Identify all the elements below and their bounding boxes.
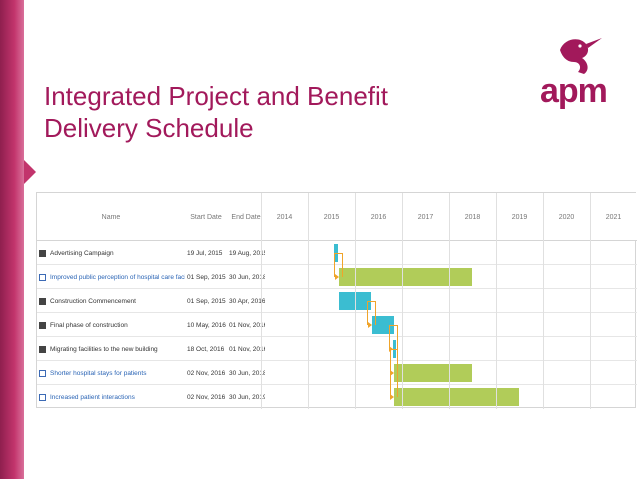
- row-name-text: Final phase of construction: [50, 321, 128, 329]
- strip-arrow-icon: [24, 160, 36, 184]
- left-decorative-strip: [0, 0, 24, 479]
- row-start-date: 01 Sep, 2015: [187, 273, 226, 281]
- row-end-date: 19 Aug, 2015: [229, 249, 265, 257]
- gantt-header: Name Start Date End Date 2014 2015 2016 201…: [37, 193, 637, 241]
- year-gridline: [402, 193, 403, 409]
- title-line-2: Delivery Schedule: [44, 113, 254, 143]
- header-start-date[interactable]: Start Date: [190, 213, 222, 221]
- task-bar[interactable]: [339, 292, 371, 310]
- benefit-bar[interactable]: [394, 388, 520, 406]
- calendar-icon: [39, 321, 46, 329]
- row-name-text: Shorter hospital stays for patients: [50, 369, 147, 377]
- connector-arrow-icon: [390, 394, 395, 400]
- benefit-icon: [39, 369, 46, 377]
- row-name-text: Increased patient interactions: [50, 393, 135, 401]
- row-start-date: 02 Nov, 2016: [187, 393, 226, 401]
- row-name-text: Improved public perception of hospital c…: [50, 273, 185, 281]
- dependency-connector: [333, 253, 344, 277]
- dependency-connector: [390, 349, 399, 397]
- row-end-date: 30 Apr, 2016: [229, 297, 265, 305]
- gantt-row[interactable]: Migrating facilities to the new building…: [37, 337, 637, 361]
- connector-arrow-icon: [335, 274, 340, 280]
- year-header-2016: 2016: [370, 213, 387, 221]
- year-gridline: [590, 193, 591, 409]
- row-start-date: 02 Nov, 2016: [187, 369, 226, 377]
- apm-bird-logo-icon: [560, 38, 602, 74]
- year-header-2014: 2014: [276, 213, 293, 221]
- year-header-2019: 2019: [511, 213, 528, 221]
- row-name-text: Advertising Campaign: [50, 249, 114, 257]
- year-gridline: [543, 193, 544, 409]
- row-end-date: 01 Nov, 2016: [229, 321, 265, 329]
- dependency-connector: [388, 325, 399, 349]
- gantt-chart: Name Start Date End Date 2014 2015 2016 201…: [36, 192, 637, 409]
- row-start-date: 01 Sep, 2015: [187, 297, 226, 305]
- calendar-icon: [39, 249, 46, 257]
- row-name[interactable]: Improved public perception of hospital c…: [39, 265, 185, 289]
- year-header-2017: 2017: [417, 213, 434, 221]
- row-name[interactable]: Shorter hospital stays for patients: [39, 361, 185, 385]
- row-end-date: 01 Nov, 2016: [229, 345, 265, 353]
- gantt-row[interactable]: Improved public perception of hospital c…: [37, 265, 637, 289]
- row-start-date: 18 Oct, 2016: [187, 345, 225, 353]
- benefit-bar[interactable]: [394, 364, 473, 382]
- gantt-row[interactable]: Increased patient interactions 02 Nov, 20…: [37, 385, 637, 409]
- year-gridline: [449, 193, 450, 409]
- gantt-row[interactable]: Final phase of construction 10 May, 2016 0…: [37, 313, 637, 337]
- row-end-date: 30 Jun, 2019: [229, 393, 265, 401]
- logo-text: apm: [540, 72, 608, 110]
- year-header-2021: 2021: [605, 213, 622, 221]
- slide-title: Integrated Project and Benefit Delivery …: [44, 80, 464, 144]
- year-header-2020: 2020: [558, 213, 575, 221]
- header-end-date[interactable]: End Date: [231, 213, 261, 221]
- row-name-text: Construction Commencement: [50, 297, 136, 305]
- gantt-row[interactable]: Construction Commencement 01 Sep, 2015 30 …: [37, 289, 637, 313]
- gantt-row[interactable]: Advertising Campaign 19 Jul, 2015 19 Aug, …: [37, 241, 637, 265]
- year-header-2018: 2018: [464, 213, 481, 221]
- year-gridline: [496, 193, 497, 409]
- row-end-date: 30 Jun, 2018: [229, 369, 265, 377]
- title-line-1: Integrated Project and Benefit: [44, 81, 389, 111]
- gantt-row[interactable]: Shorter hospital stays for patients 02 No…: [37, 361, 637, 385]
- row-name[interactable]: Increased patient interactions: [39, 385, 185, 409]
- row-end-date: 30 Jun, 2018: [229, 273, 265, 281]
- year-gridline: [261, 193, 262, 409]
- dependency-connector: [366, 301, 376, 325]
- row-name[interactable]: Advertising Campaign: [39, 241, 185, 265]
- year-gridline: [355, 193, 356, 409]
- row-name[interactable]: Construction Commencement: [39, 289, 185, 313]
- calendar-icon: [39, 345, 46, 353]
- row-name[interactable]: Migrating facilities to the new building: [39, 337, 185, 361]
- connector-arrow-icon: [367, 322, 372, 328]
- benefit-bar[interactable]: [339, 268, 473, 286]
- year-gridline: [308, 193, 309, 409]
- header-name[interactable]: Name: [101, 213, 121, 221]
- gantt-timeline-area: [261, 193, 637, 409]
- connector-arrow-icon: [390, 370, 395, 376]
- row-start-date: 19 Jul, 2015: [187, 249, 223, 257]
- row-name-text: Migrating facilities to the new building: [50, 345, 158, 353]
- row-start-date: 10 May, 2016: [187, 321, 226, 329]
- benefit-icon: [39, 273, 46, 281]
- year-header-2015: 2015: [323, 213, 340, 221]
- row-name[interactable]: Final phase of construction: [39, 313, 185, 337]
- benefit-icon: [39, 393, 46, 401]
- calendar-icon: [39, 297, 46, 305]
